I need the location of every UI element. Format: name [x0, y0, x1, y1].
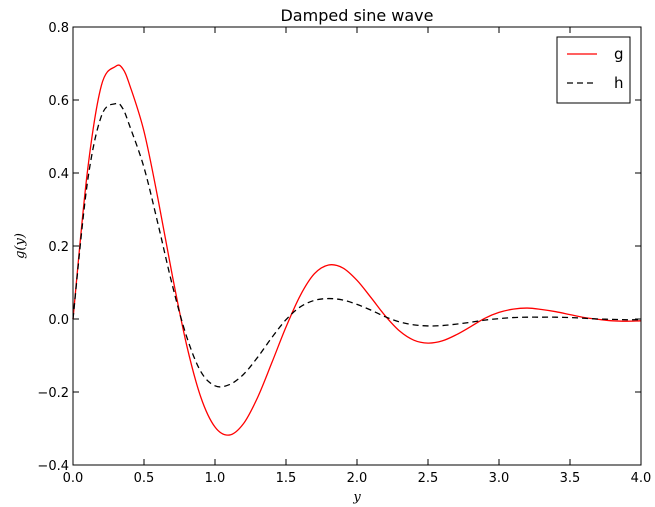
- y-tick-label: 0.6: [48, 94, 69, 109]
- y-tick-label: −0.2: [37, 386, 69, 401]
- legend: gh: [556, 36, 631, 104]
- x-tick-label: 3.5: [560, 471, 581, 486]
- x-tick-label: 0.0: [63, 471, 84, 486]
- y-tick-label: 0.8: [48, 21, 69, 36]
- y-tick-label: 0.4: [48, 167, 69, 182]
- x-tick-label: 4.0: [631, 471, 652, 486]
- x-axis: 0.0 0.5 1.0 1.5 2.0 2.5 3.0 3.5 4.0: [63, 27, 652, 486]
- x-tick-label: 2.0: [347, 471, 368, 486]
- x-axis-label: y: [352, 490, 361, 505]
- y-tick-label: −0.4: [37, 459, 69, 474]
- series-line-g: [72, 64, 642, 436]
- x-tick-label: 0.5: [134, 471, 155, 486]
- legend-label-g: g: [614, 45, 624, 63]
- series-layer: [72, 64, 642, 436]
- x-tick-label: 3.0: [489, 471, 510, 486]
- x-tick-label: 1.5: [276, 471, 297, 486]
- y-axis-label: g(y): [13, 233, 28, 259]
- plot-frame: [72, 26, 642, 466]
- plot-area: [73, 27, 641, 465]
- x-tick-label: 1.0: [205, 471, 226, 486]
- y-tick-label: 0.0: [48, 313, 69, 328]
- chart-title: Damped sine wave: [280, 6, 433, 25]
- legend-label-h: h: [614, 74, 624, 92]
- y-tick-label: 0.2: [48, 240, 69, 255]
- series-line-h: [72, 102, 642, 388]
- legend-box: [556, 36, 631, 104]
- y-axis: −0.4 −0.2 0.0 0.2 0.4 0.6 0.8: [37, 21, 641, 474]
- x-tick-label: 2.5: [418, 471, 439, 486]
